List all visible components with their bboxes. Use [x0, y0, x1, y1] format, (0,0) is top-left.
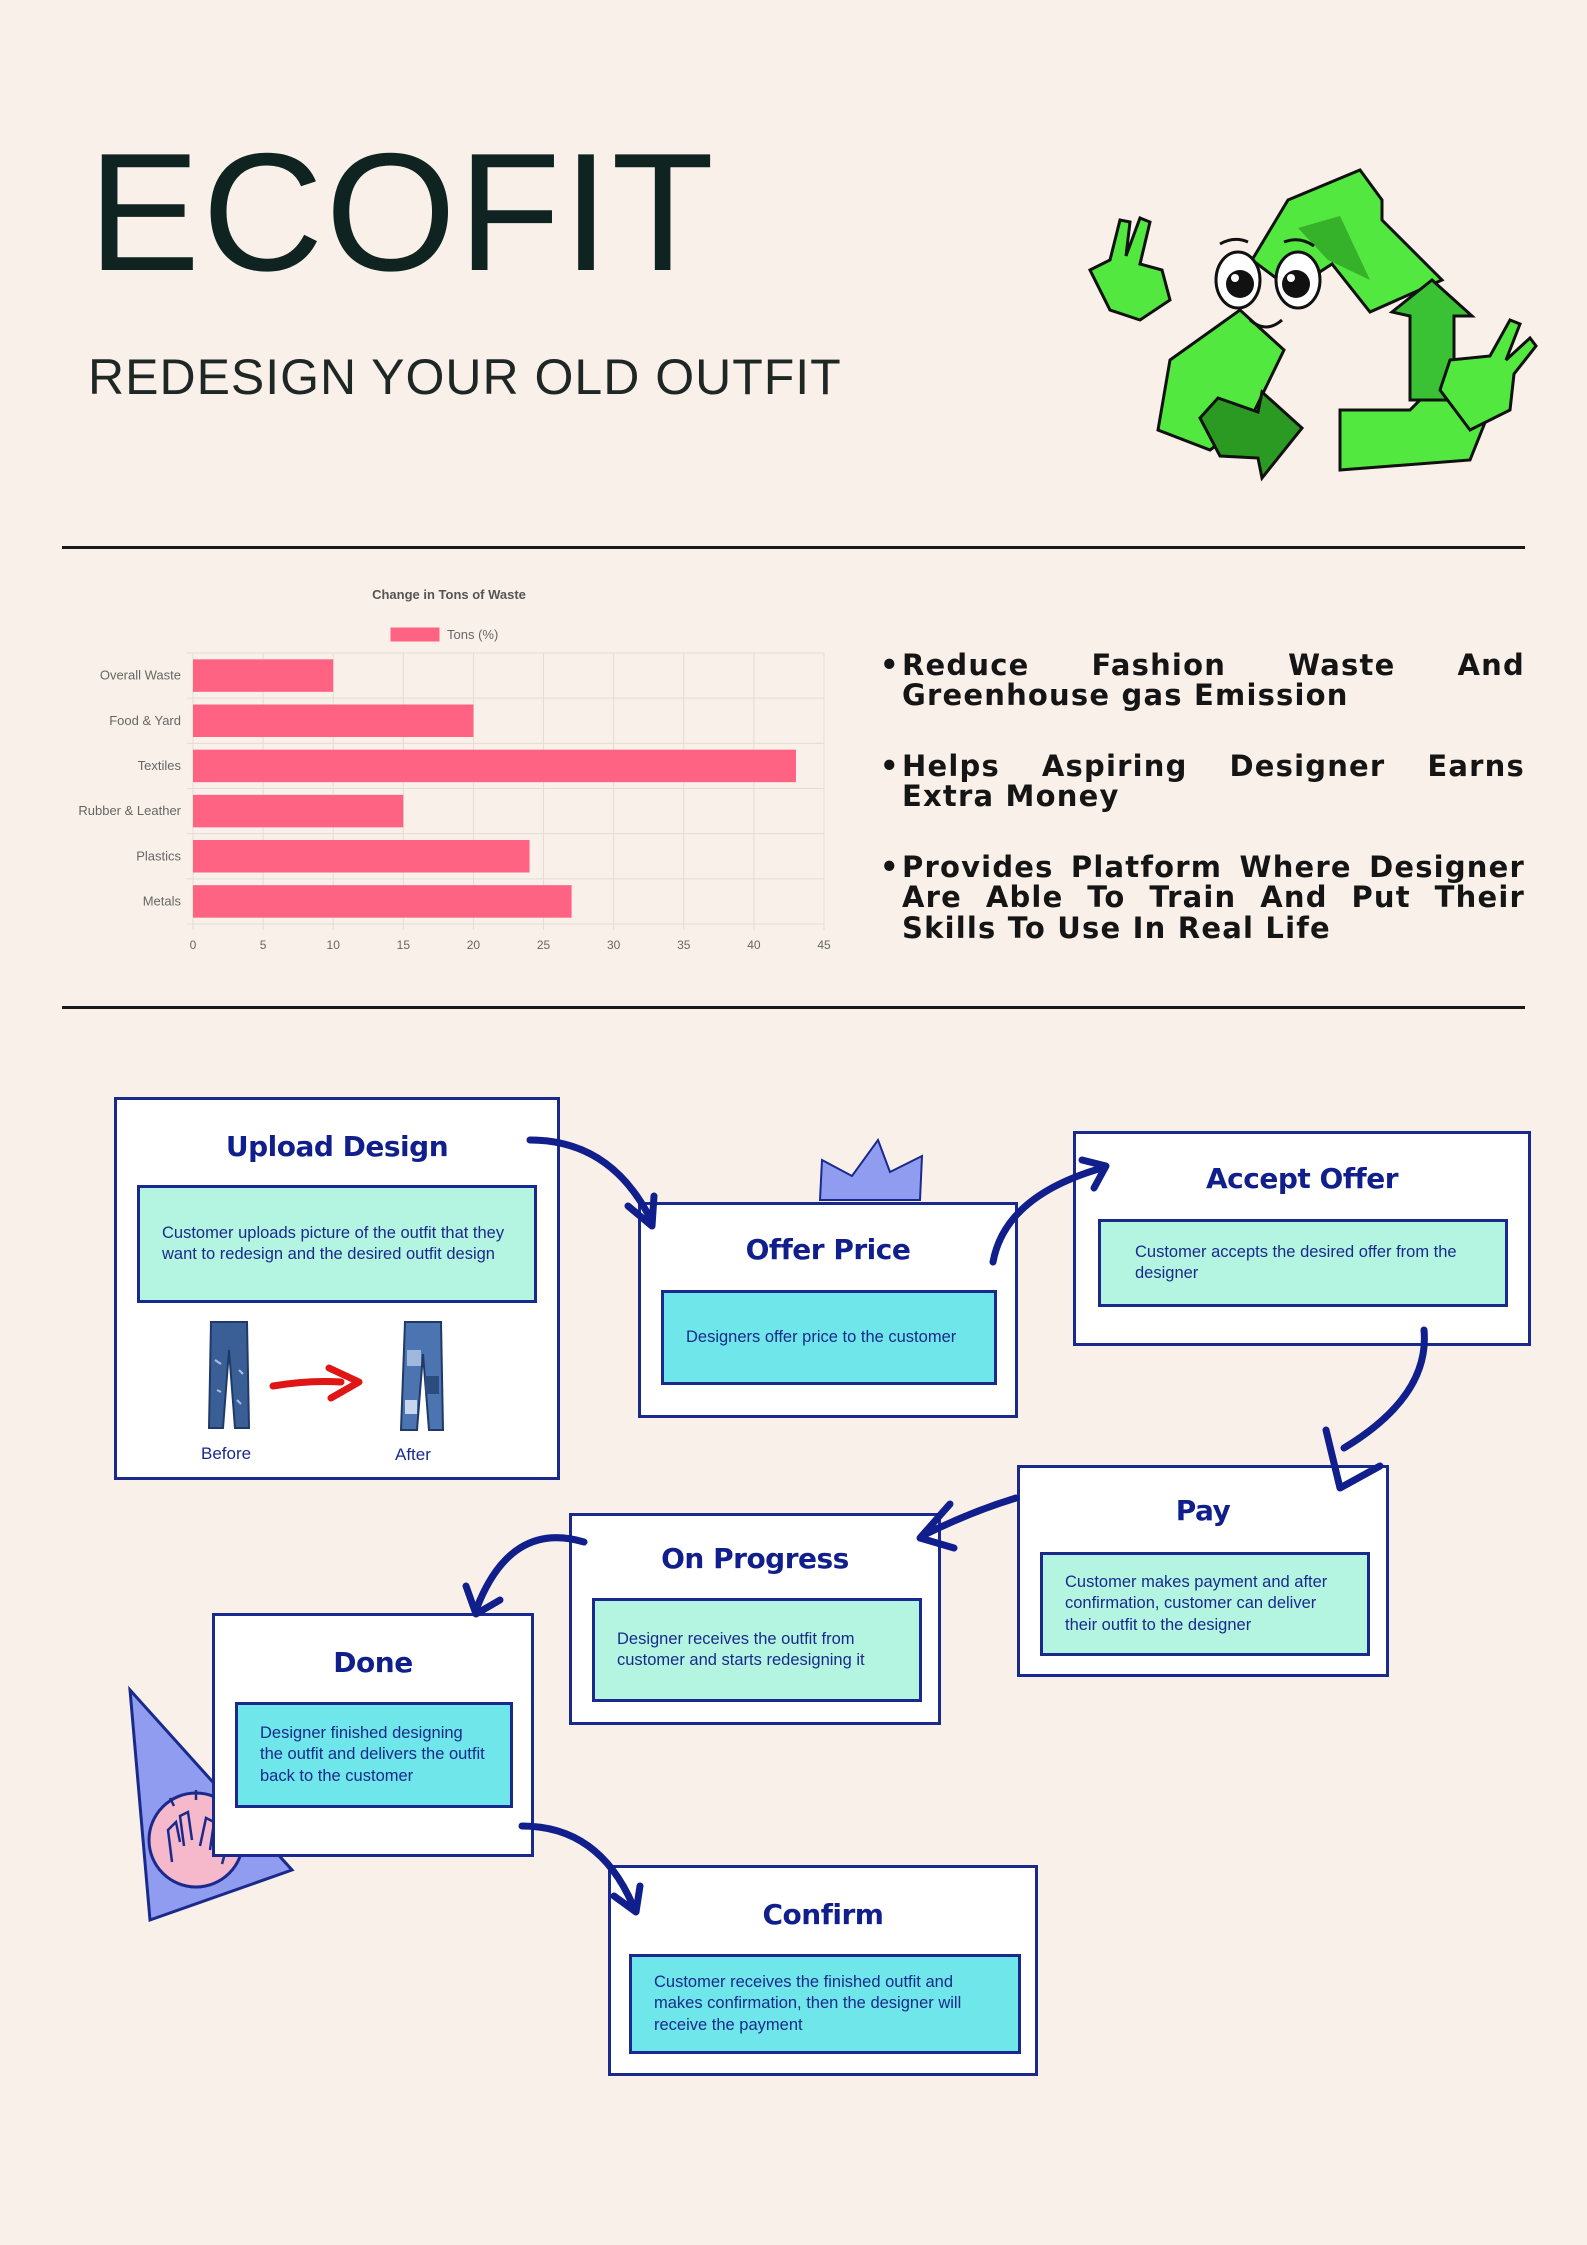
x-tick-label: 20: [467, 938, 481, 952]
step-title: Done: [333, 1646, 413, 1679]
waste-chart: Change in Tons of Waste Tons (%) Overall…: [50, 570, 850, 990]
bottom-divider: [62, 1006, 1525, 1009]
chart-grid: [187, 652, 825, 930]
after-label: After: [395, 1445, 431, 1464]
x-tick-label: 40: [747, 938, 761, 952]
step-offer-price: Offer Price Designers offer price to the…: [638, 1202, 1018, 1418]
step-on-progress: On Progress Designer receives the outfit…: [569, 1513, 941, 1725]
bar: [193, 794, 404, 828]
benefit-item: Helps Aspiring Designer Earns Extra Mone…: [880, 751, 1525, 812]
step-title: Confirm: [762, 1898, 884, 1931]
step-title: Accept Offer: [1206, 1162, 1399, 1195]
step-description: Designers offer price to the customer: [661, 1290, 997, 1385]
star-decor: [818, 1137, 924, 1201]
y-tick-label: Plastics: [136, 848, 181, 863]
chart-bars: [193, 659, 796, 918]
step-description: Designer finished designing the outfit a…: [235, 1702, 513, 1808]
patched-jeans-icon: [399, 1321, 445, 1431]
y-tick-label: Food & Yard: [109, 713, 181, 728]
step-upload-design: Upload Design Customer uploads picture o…: [114, 1097, 560, 1480]
y-tick-label: Overall Waste: [100, 668, 181, 683]
y-tick-label: Rubber & Leather: [78, 803, 181, 818]
x-tick-label: 0: [190, 938, 197, 952]
jeans-icon: [207, 1321, 251, 1429]
chart-xlabels: 0 5 10 15 20 25 30 35 40 45: [190, 938, 831, 952]
bar: [193, 839, 530, 873]
x-tick-label: 15: [397, 938, 411, 952]
y-tick-label: Textiles: [138, 758, 182, 773]
x-tick-label: 30: [607, 938, 621, 952]
x-tick-label: 35: [677, 938, 691, 952]
step-description: Customer receives the finished outfit an…: [629, 1954, 1021, 2054]
step-description: Designer receives the outfit from custom…: [592, 1598, 922, 1702]
legend-label: Tons (%): [447, 627, 498, 642]
bar: [193, 885, 572, 918]
step-title: Upload Design: [225, 1130, 449, 1163]
x-tick-label: 10: [327, 938, 341, 952]
step-confirm: Confirm Customer receives the finished o…: [608, 1865, 1038, 2076]
flow-arrow-accept-pay: [1340, 1326, 1428, 1452]
brand-title: ECOFIT: [88, 118, 716, 306]
before-label: Before: [201, 1444, 252, 1463]
bar: [193, 659, 334, 692]
x-tick-label: 5: [260, 938, 267, 952]
step-title: Offer Price: [745, 1233, 911, 1266]
benefit-item: Provides Platform Where Designer Are Abl…: [880, 851, 1525, 943]
chart-ylabels: Overall Waste Food & Yard Textiles Rubber &…: [78, 668, 181, 909]
benefit-item: Reduce Fashion Waste And Greenhouse gas …: [880, 650, 1525, 711]
bar: [193, 704, 474, 738]
red-arrow-icon: [269, 1364, 363, 1402]
step-pay: Pay Customer makes payment and after con…: [1017, 1465, 1389, 1677]
recycle-mascot-icon: [1087, 168, 1538, 482]
step-description: Customer accepts the desired offer from …: [1098, 1219, 1508, 1307]
step-description: Customer makes payment and after confirm…: [1040, 1552, 1370, 1656]
legend-swatch: [390, 627, 440, 642]
tagline: REDESIGN YOUR OLD OUTFIT: [88, 349, 842, 405]
flow-arrow-progress-done: [472, 1534, 588, 1614]
chart-svg: Change in Tons of Waste Tons (%) Overall…: [78, 587, 831, 952]
benefits-list: Reduce Fashion Waste And Greenhouse gas …: [880, 650, 1525, 983]
y-tick-label: Metals: [143, 893, 182, 908]
step-title: Pay: [1175, 1494, 1231, 1527]
step-done: Done Designer finished designing the out…: [212, 1613, 534, 1857]
x-tick-label: 45: [817, 938, 831, 952]
step-accept-offer: Accept Offer Customer accepts the desire…: [1073, 1131, 1531, 1346]
x-tick-label: 25: [537, 938, 551, 952]
top-divider: [62, 546, 1525, 549]
bar: [193, 749, 796, 783]
step-title: On Progress: [661, 1542, 849, 1575]
step-description: Customer uploads picture of the outfit t…: [137, 1185, 537, 1303]
chart-title: Change in Tons of Waste: [372, 587, 526, 602]
